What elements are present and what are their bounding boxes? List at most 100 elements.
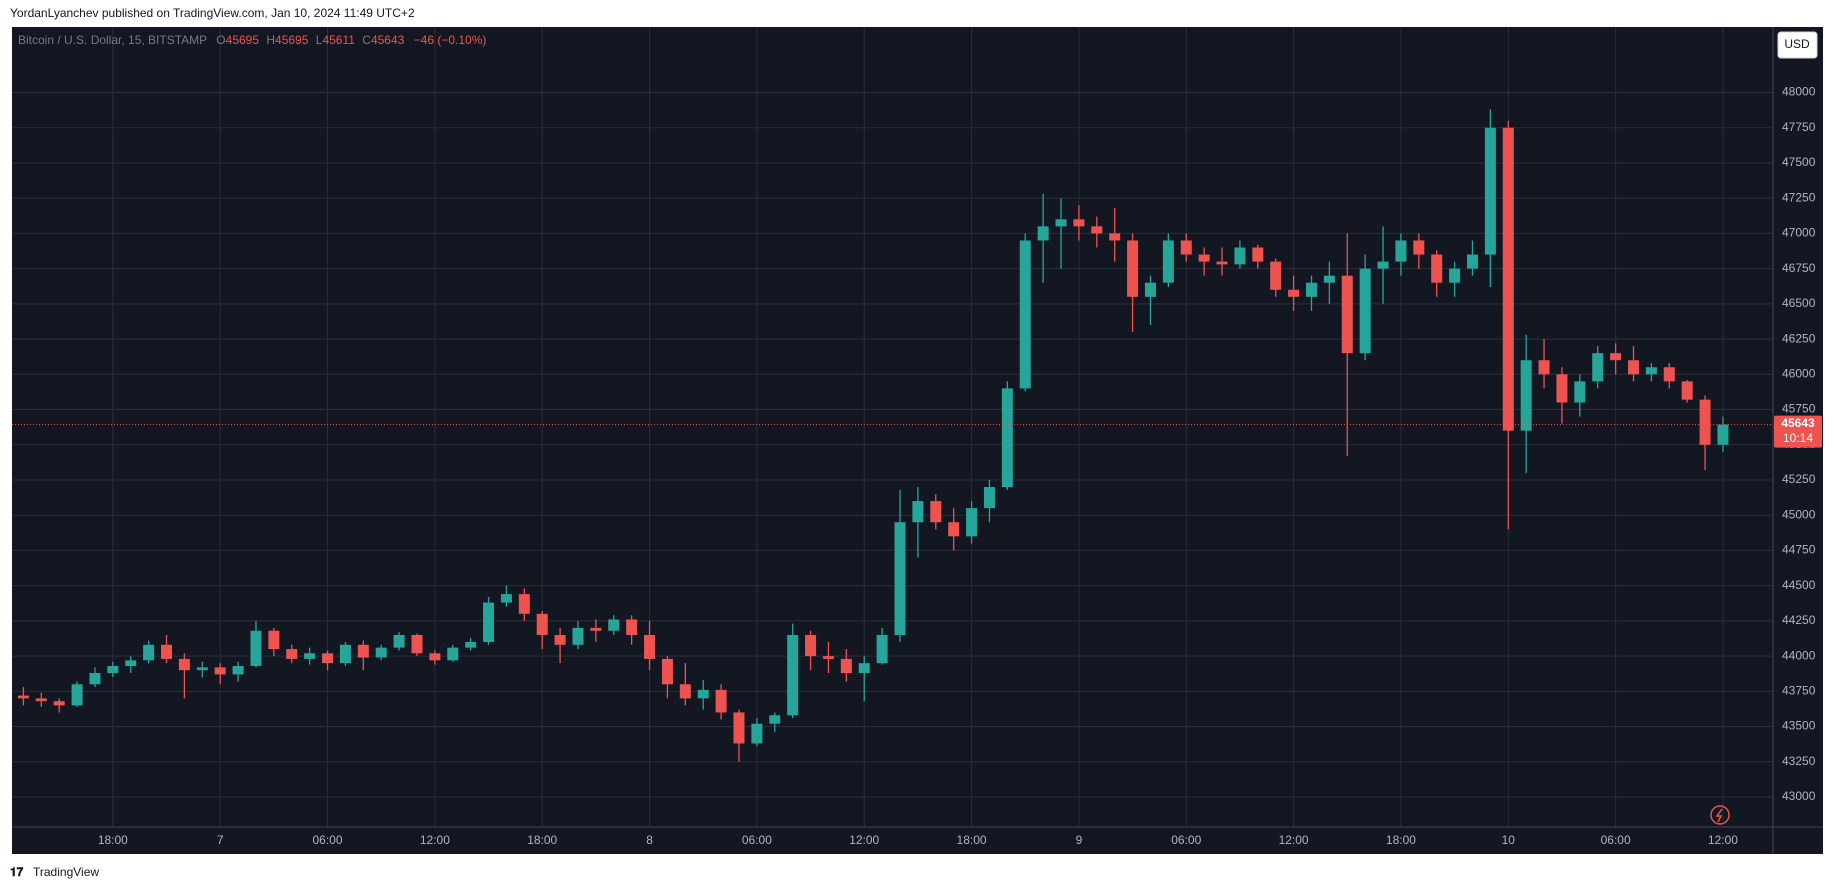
y-tick-label: 47500: [1782, 155, 1816, 169]
l-value: 45611: [322, 33, 355, 47]
body: [536, 613, 548, 635]
body: [1019, 240, 1031, 389]
x-tick-label: 06:00: [1171, 833, 1201, 847]
body: [948, 522, 960, 537]
x-tick-label: 8: [646, 833, 653, 847]
y-tick-label: 43250: [1782, 754, 1816, 768]
body: [1216, 261, 1228, 265]
body: [858, 663, 870, 674]
c-label: C: [362, 33, 371, 47]
body: [143, 644, 155, 661]
body: [1323, 275, 1335, 283]
body: [644, 634, 656, 659]
candles: [17, 109, 1729, 762]
body: [35, 698, 47, 702]
body: [697, 689, 709, 699]
alert-bolt: [1715, 808, 1723, 823]
body: [304, 653, 316, 659]
body: [876, 634, 888, 664]
y-tick-label: 47250: [1782, 190, 1816, 204]
body: [411, 634, 423, 654]
body: [250, 630, 262, 666]
y-tick-label: 47750: [1782, 120, 1816, 134]
body: [751, 723, 763, 744]
body: [1091, 226, 1103, 234]
body: [465, 642, 477, 648]
body: [1180, 240, 1192, 255]
body: [1395, 240, 1407, 262]
c-value: 45643: [371, 33, 405, 47]
y-tick-label: 43500: [1782, 719, 1816, 733]
body: [1252, 247, 1264, 262]
x-tick-label: 18:00: [1386, 833, 1416, 847]
body: [1037, 226, 1049, 241]
body: [1305, 282, 1317, 297]
body: [1663, 367, 1675, 382]
body: [500, 594, 512, 603]
body: [679, 684, 691, 699]
body: [53, 701, 65, 706]
body: [1592, 353, 1604, 382]
body: [232, 665, 244, 675]
body: [626, 619, 638, 635]
x-tick-label: 12:00: [420, 833, 450, 847]
body: [1144, 282, 1156, 297]
y-tick-label: 46750: [1782, 261, 1816, 275]
byline: YordanLyanchev published on TradingView.…: [10, 6, 415, 20]
y-tick-label: 48000: [1782, 85, 1816, 99]
change: −46 (−0.10%): [414, 33, 487, 47]
currency-button[interactable]: [1777, 31, 1818, 59]
body: [1413, 240, 1425, 255]
body: [125, 660, 137, 666]
body: [715, 689, 727, 713]
body: [1341, 275, 1353, 354]
body: [1109, 233, 1121, 241]
y-tick-label: 46250: [1782, 331, 1816, 345]
body: [429, 653, 441, 661]
y-tick-label: 44750: [1782, 543, 1816, 557]
l-label: L: [316, 33, 323, 47]
body: [805, 634, 817, 657]
y-tick-label: 46000: [1782, 366, 1816, 380]
x-tick-label: 10: [1502, 833, 1516, 847]
symbol: Bitcoin / U.S. Dollar, 15, BITSTAMP: [18, 33, 207, 47]
body: [1717, 424, 1729, 445]
body: [1377, 261, 1389, 269]
alert-icon[interactable]: [1710, 805, 1730, 825]
x-tick-label: 18:00: [527, 833, 557, 847]
x-tick-label: 12:00: [849, 833, 879, 847]
body: [1574, 381, 1586, 403]
body: [1610, 353, 1622, 361]
y-tick-label: 43000: [1782, 789, 1816, 803]
y-tick-label: 47000: [1782, 226, 1816, 240]
body: [1127, 240, 1139, 297]
body: [1431, 254, 1443, 283]
y-tick-label: 44500: [1782, 578, 1816, 592]
body: [1234, 247, 1246, 265]
body: [983, 487, 995, 509]
body: [268, 630, 280, 650]
x-tick-label: 12:00: [1279, 833, 1309, 847]
o-value: 45695: [226, 33, 260, 47]
body: [1073, 219, 1085, 227]
h-label: H: [266, 33, 275, 47]
body: [1502, 127, 1514, 431]
currency[interactable]: USD: [1784, 37, 1810, 51]
body: [1001, 388, 1013, 488]
body: [1628, 360, 1639, 375]
x-tick-label: 06:00: [742, 833, 772, 847]
body: [196, 667, 208, 671]
countdown: 10:14: [1783, 431, 1813, 445]
body: [286, 649, 298, 659]
body: [930, 501, 942, 523]
body: [1162, 240, 1174, 283]
body: [518, 594, 530, 614]
y-tick-label: 44250: [1782, 613, 1816, 627]
chart-bg: [12, 27, 1823, 854]
y-tick-label: 45000: [1782, 507, 1816, 521]
body: [1681, 381, 1693, 400]
x-tick-label: 18:00: [957, 833, 987, 847]
